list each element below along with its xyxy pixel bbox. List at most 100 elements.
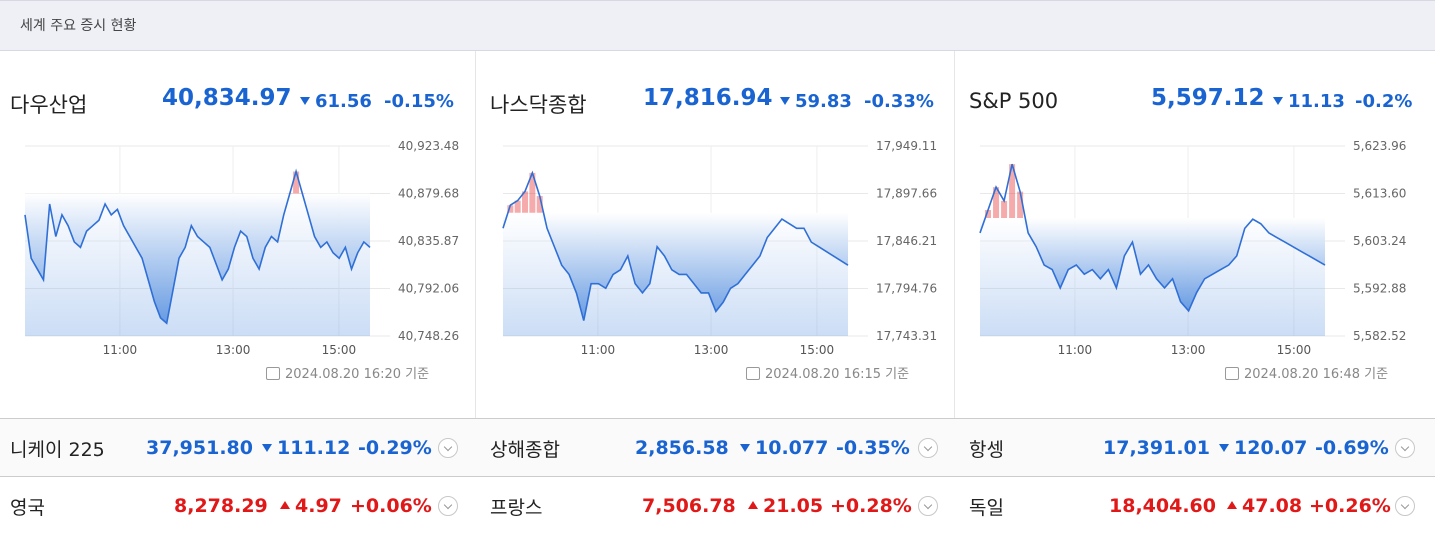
index-name: 다우산업 — [10, 93, 88, 117]
section-header: 세계 주요 증시 현황 — [0, 0, 1435, 51]
expand-chevron-icon[interactable] — [918, 496, 938, 516]
index-name: 영국 — [10, 497, 45, 519]
index-change: 10.077 — [740, 437, 828, 459]
index-panel-nasdaq[interactable]: 나스닥종합 17,816.94 59.83 -0.33% 17,949.11 17… — [478, 51, 955, 418]
index-percent: -0.35% — [836, 437, 910, 459]
index-chart: 5,623.96 5,613.60 5,603.24 5,592.88 5,582.52… — [979, 141, 1406, 357]
x-tick-label: 13:00 — [694, 343, 729, 357]
timestamp: 2024.08.20 16:48 기준 — [1225, 363, 1388, 382]
index-cell-shanghai[interactable]: 상해종합 2,856.58 10.077 -0.35% — [478, 419, 955, 477]
x-tick-label: 11:00 — [581, 343, 616, 357]
index-cell-germany[interactable]: 독일 18,404.60 47.08 +0.26% — [955, 477, 1435, 533]
index-name: 독일 — [969, 497, 1004, 519]
index-value: 8,278.29 — [174, 495, 268, 517]
index-value: 40,834.97 — [162, 85, 292, 111]
up-arrow-icon — [748, 501, 758, 509]
index-percent: +0.06% — [350, 495, 432, 517]
index-cell-nikkei[interactable]: 니케이 225 37,951.80 111.12 -0.29% — [0, 419, 475, 477]
index-percent: -0.33% — [864, 91, 934, 112]
x-tick-label: 15:00 — [1277, 343, 1312, 357]
down-arrow-icon — [1273, 97, 1283, 105]
timestamp: 2024.08.20 16:15 기준 — [746, 363, 909, 382]
down-arrow-icon — [780, 97, 790, 105]
index-value: 17,816.94 — [643, 85, 773, 111]
index-change: 120.07 — [1219, 437, 1307, 459]
y-tick-label: 17,897.66 — [876, 187, 937, 201]
area-fill — [503, 212, 848, 321]
x-tick-label: 13:00 — [1171, 343, 1206, 357]
index-panel-dow[interactable]: 다우산업 40,834.97 61.56 -0.15% 40,923.48 40,… — [0, 51, 478, 418]
index-cell-france[interactable]: 프랑스 7,506.78 21.05 +0.28% — [478, 477, 955, 533]
down-arrow-icon — [1219, 444, 1229, 452]
index-value: 18,404.60 — [1109, 495, 1216, 517]
area-fill-up — [985, 164, 1024, 219]
y-tick-label: 5,623.96 — [1353, 141, 1406, 153]
index-cell-uk[interactable]: 영국 8,278.29 4.97 +0.06% — [0, 477, 475, 533]
section-title: 세계 주요 증시 현황 — [20, 18, 137, 34]
index-change: 11.13 — [1273, 91, 1345, 112]
y-tick-label: 17,743.31 — [876, 329, 937, 343]
down-arrow-icon — [262, 444, 272, 452]
index-value: 17,391.01 — [1103, 437, 1210, 459]
y-tick-label: 40,748.26 — [398, 329, 459, 343]
y-tick-label: 40,792.06 — [398, 282, 459, 296]
series-line — [979, 163, 1326, 313]
index-percent: +0.26% — [1309, 495, 1391, 517]
index-row: 영국 8,278.29 4.97 +0.06% 프랑스 7,506.78 21.… — [0, 476, 1435, 533]
index-change: 21.05 — [748, 495, 823, 517]
y-tick-label: 40,835.87 — [398, 234, 459, 248]
y-tick-label: 17,846.21 — [876, 234, 937, 248]
index-change: 111.12 — [262, 437, 350, 459]
area-fill — [980, 218, 1325, 311]
index-name: 나스닥종합 — [490, 93, 587, 117]
y-tick-label: 17,949.11 — [876, 141, 937, 153]
up-arrow-icon — [280, 501, 290, 509]
index-change: 59.83 — [780, 91, 852, 112]
index-chart: 17,949.11 17,897.66 17,846.21 17,794.76 17,7… — [502, 141, 937, 357]
area-fill — [25, 193, 370, 324]
expand-chevron-icon[interactable] — [1395, 438, 1415, 458]
x-tick-label: 15:00 — [800, 343, 835, 357]
down-arrow-icon — [300, 97, 310, 105]
index-percent: -0.29% — [358, 437, 432, 459]
index-name: 프랑스 — [490, 497, 543, 519]
x-tick-label: 11:00 — [103, 343, 138, 357]
timestamp: 2024.08.20 16:20 기준 — [266, 363, 429, 382]
area-fill-up — [286, 171, 306, 194]
expand-chevron-icon[interactable] — [438, 496, 458, 516]
index-value: 2,856.58 — [635, 437, 729, 459]
index-panel-sp500[interactable]: S&P 500 5,597.12 11.13 -0.2% 5,623.96 5,6… — [955, 51, 1435, 418]
index-name: S&P 500 — [969, 89, 1059, 113]
index-percent: +0.28% — [830, 495, 912, 517]
index-cell-hangseng[interactable]: 항셍 17,391.01 120.07 -0.69% — [955, 419, 1435, 477]
divider — [954, 51, 955, 533]
calendar-icon — [1225, 367, 1239, 380]
x-tick-label: 15:00 — [322, 343, 357, 357]
y-tick-label: 5,613.60 — [1353, 187, 1406, 201]
y-tick-label: 17,794.76 — [876, 282, 937, 296]
y-tick-label: 40,923.48 — [398, 141, 459, 153]
y-tick-label: 5,582.52 — [1353, 329, 1406, 343]
index-percent: -0.15% — [384, 91, 454, 112]
up-arrow-icon — [1227, 501, 1237, 509]
y-tick-label: 5,603.24 — [1353, 234, 1406, 248]
x-tick-label: 11:00 — [1058, 343, 1093, 357]
index-percent: -0.2% — [1355, 91, 1413, 112]
area-fill-up — [507, 172, 543, 213]
y-tick-label: 40,879.68 — [398, 187, 459, 201]
y-tick-label: 5,592.88 — [1353, 282, 1406, 296]
index-change: 4.97 — [280, 495, 342, 517]
index-chart: 40,923.48 40,879.68 40,835.87 40,792.06 40,7… — [24, 141, 459, 357]
expand-chevron-icon[interactable] — [1395, 496, 1415, 516]
calendar-icon — [266, 367, 280, 380]
expand-chevron-icon[interactable] — [438, 438, 458, 458]
series-line — [502, 170, 849, 321]
index-name: 상해종합 — [490, 439, 560, 461]
expand-chevron-icon[interactable] — [918, 438, 938, 458]
down-arrow-icon — [740, 444, 750, 452]
series-line — [24, 168, 371, 325]
calendar-icon — [746, 367, 760, 380]
index-percent: -0.69% — [1315, 437, 1389, 459]
divider — [475, 51, 476, 533]
x-tick-label: 13:00 — [216, 343, 251, 357]
